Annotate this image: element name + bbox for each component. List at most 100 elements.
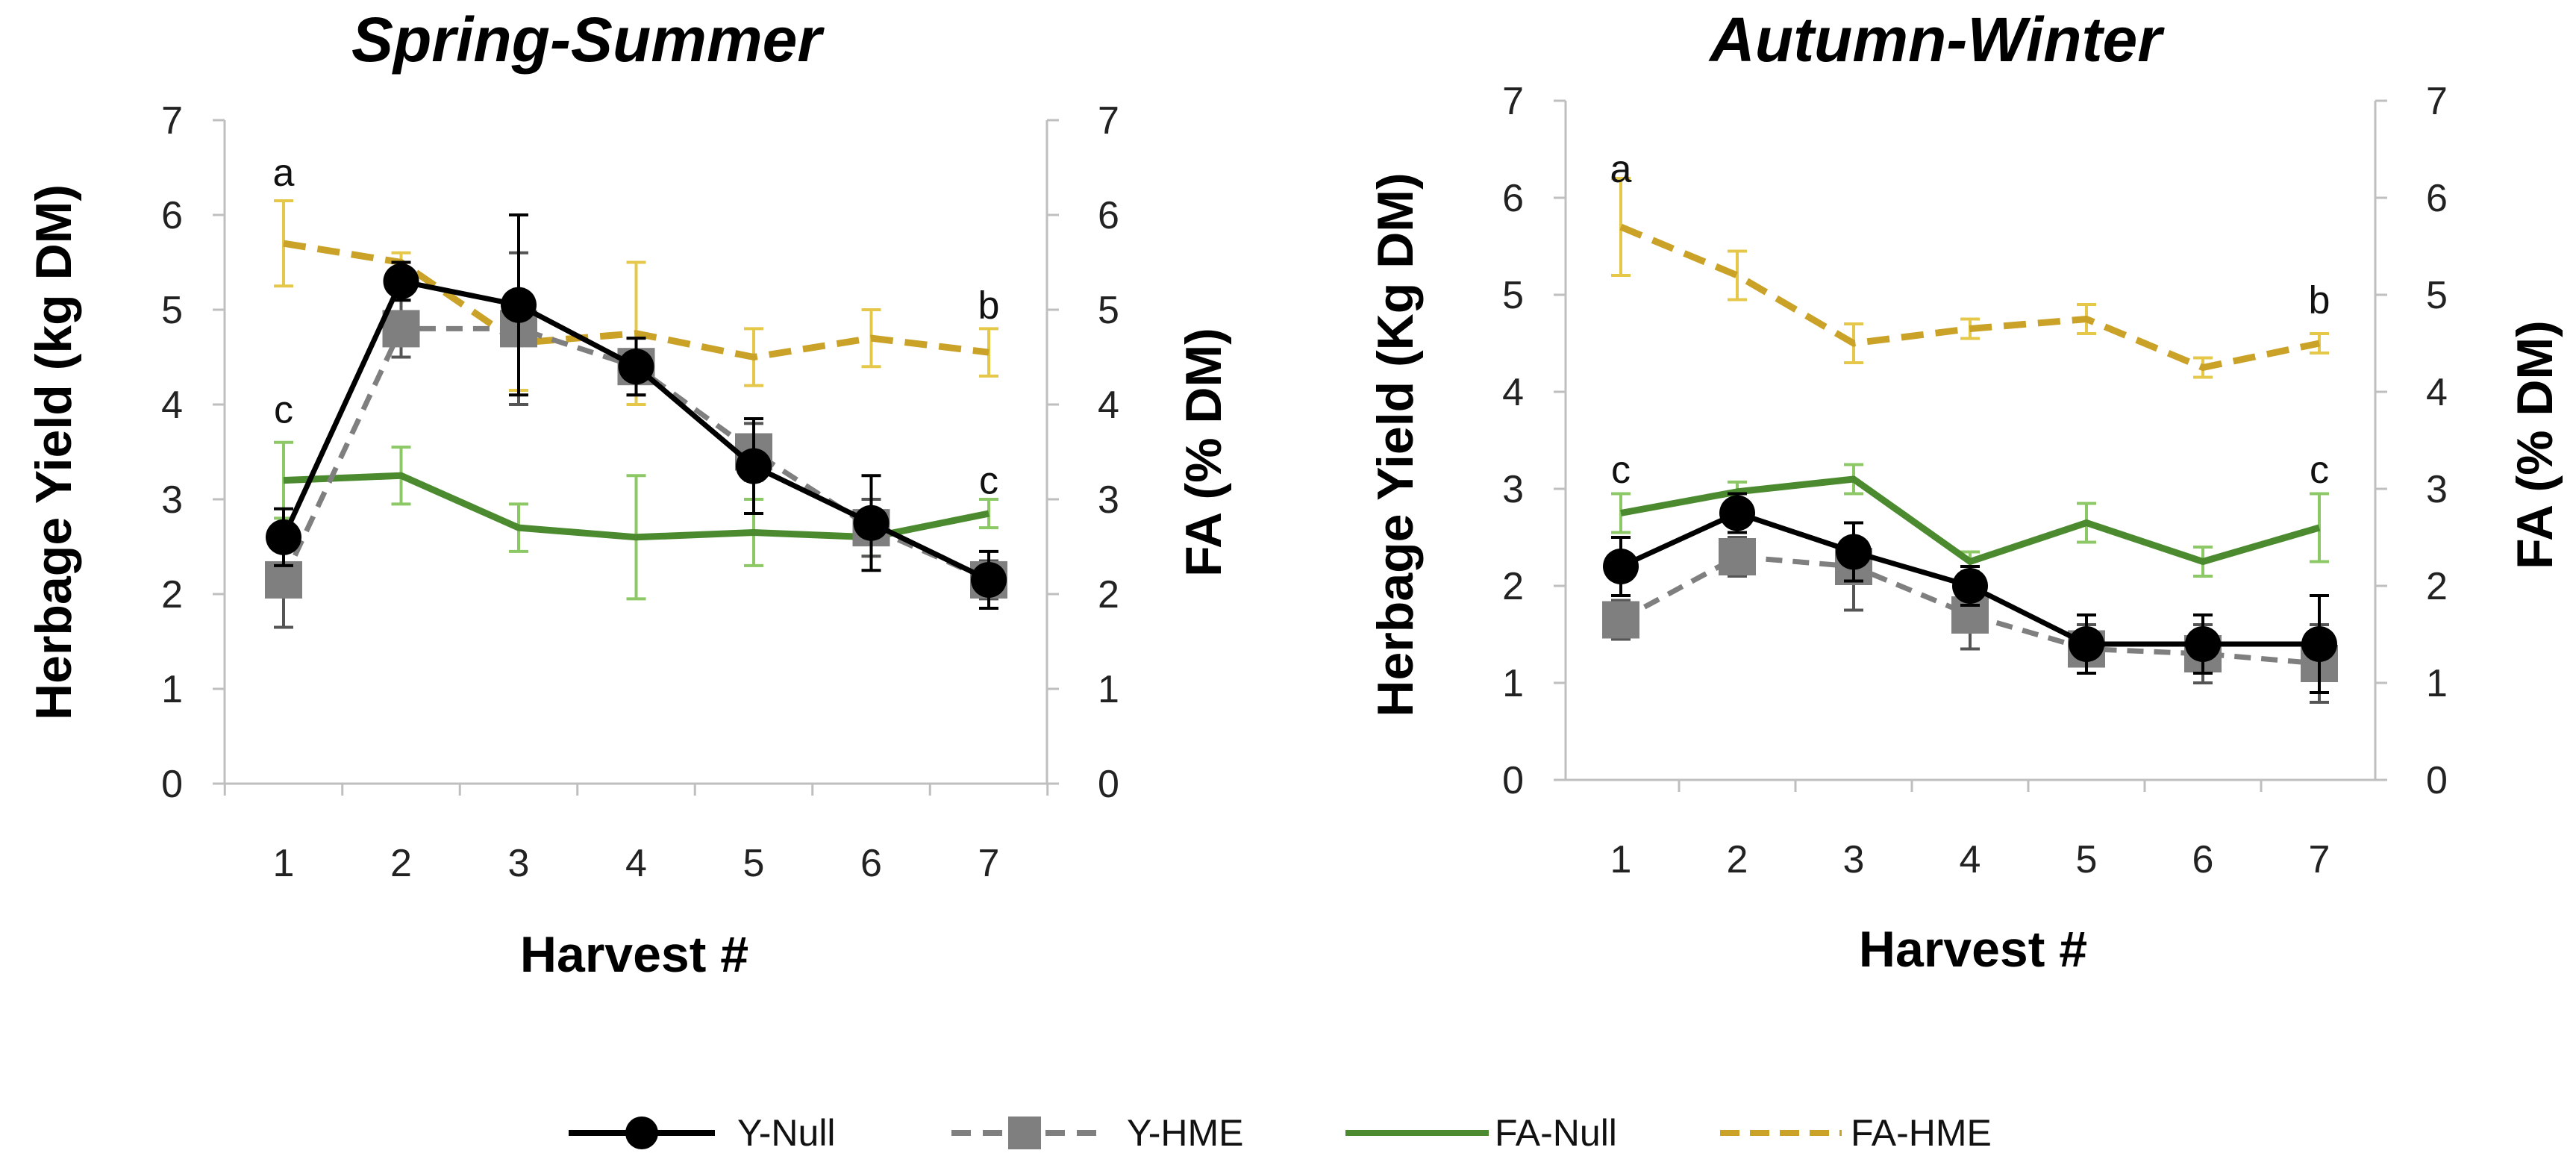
- y2-tick-label: 0: [1098, 763, 1119, 806]
- chart-title: Spring-Summer: [351, 4, 825, 75]
- y-tick-label: 5: [161, 289, 183, 332]
- series-line: [1619, 223, 2320, 371]
- chart-autumn-winter: Autumn-Winter Herbage Yield (Kg DM) FA (…: [1367, 4, 2563, 978]
- y2-tick-label: 6: [2426, 177, 2448, 220]
- y-tick-label: 0: [1502, 759, 1524, 802]
- y-axis-title: Herbage Yield (kg DM): [25, 184, 82, 720]
- y2-tick-label: 1: [1098, 668, 1119, 711]
- legend-item-y-hme: Y-HME: [951, 1112, 1244, 1154]
- y-tick-label: 3: [161, 478, 183, 522]
- y-axis-title: Herbage Yield (Kg DM): [1367, 172, 1424, 716]
- legend-item-fa-hme: FA-HME: [1720, 1112, 1992, 1154]
- data-point: [2069, 626, 2104, 662]
- x-tick-label: 5: [2076, 838, 2098, 881]
- data-point: [853, 505, 890, 541]
- x-tick-label: 1: [1610, 838, 1632, 881]
- data-point: [618, 349, 654, 385]
- y-tick-label: 1: [1502, 662, 1524, 705]
- y2-tick-label: 3: [2426, 468, 2448, 511]
- x-axis-title: Harvest #: [520, 926, 748, 983]
- x-tick-label: 6: [2192, 838, 2214, 881]
- x-tick-label: 7: [978, 842, 1000, 885]
- y2-tick-label: 0: [2426, 759, 2448, 802]
- data-point: [1719, 538, 1756, 575]
- data-point: [1719, 495, 1755, 531]
- series-line: [1620, 475, 2321, 565]
- legend-item-y-null: Y-Null: [569, 1112, 836, 1154]
- y2-tick-label: 3: [1098, 478, 1119, 522]
- data-point: [2301, 626, 2337, 662]
- significance-letter: c: [1611, 449, 1631, 492]
- significance-letter: a: [1610, 148, 1632, 191]
- data-point: [1603, 549, 1639, 584]
- legend-label-fa-hme: FA-HME: [1851, 1112, 1992, 1154]
- legend-label-y-hme: Y-HME: [1127, 1112, 1244, 1154]
- data-point: [382, 310, 420, 348]
- y-tick-label: 2: [1502, 565, 1524, 608]
- significance-letter: b: [2309, 279, 2330, 322]
- y-tick-label: 1: [161, 668, 183, 711]
- x-tick-label: 4: [625, 842, 647, 885]
- y-tick-label: 2: [161, 573, 183, 616]
- x-axis-title: Harvest #: [1859, 921, 2087, 978]
- y2-tick-label: 5: [1098, 289, 1119, 332]
- series-y-null: [266, 213, 1007, 610]
- data-point: [265, 560, 302, 599]
- y2-tick-label: 4: [2426, 371, 2448, 414]
- y-tick-label: 4: [161, 384, 183, 427]
- legend-label-fa-null: FA-Null: [1495, 1112, 1617, 1154]
- significance-letter: a: [273, 152, 295, 195]
- y2-tick-label: 7: [1098, 99, 1119, 143]
- data-point: [1952, 568, 1988, 604]
- y2-tick-label: 7: [2426, 80, 2448, 123]
- y2-tick-label: 2: [1098, 573, 1119, 616]
- data-point: [266, 519, 301, 555]
- y2-tick-label: 4: [1098, 384, 1119, 427]
- legend-marker-y-hme: [1008, 1117, 1041, 1149]
- x-tick-label: 6: [860, 842, 882, 885]
- series-fa-null: [1611, 463, 2329, 578]
- series-y-null: [1603, 492, 2337, 694]
- data-point: [383, 263, 419, 299]
- data-point: [736, 448, 772, 484]
- significance-letter: b: [978, 284, 1000, 328]
- legend-marker-y-null: [625, 1117, 658, 1149]
- x-tick-label: 3: [1843, 838, 1865, 881]
- y2-tick-label: 6: [1098, 194, 1119, 237]
- y-tick-label: 4: [1502, 371, 1524, 414]
- y-tick-label: 6: [161, 194, 183, 237]
- y-tick-label: 5: [1502, 274, 1524, 317]
- y2-tick-label: 2: [2426, 565, 2448, 608]
- y-tick-label: 7: [1502, 80, 1524, 123]
- x-tick-label: 2: [390, 842, 412, 885]
- chart-title: Autumn-Winter: [1708, 4, 2165, 75]
- data-point: [1602, 601, 1639, 639]
- data-point: [1836, 534, 1872, 570]
- y-tick-label: 0: [161, 763, 183, 806]
- data-point: [501, 287, 537, 323]
- x-tick-label: 4: [1960, 838, 1981, 881]
- series-fa-hme: [1611, 177, 2329, 379]
- data-point: [971, 561, 1007, 598]
- x-tick-label: 1: [273, 842, 295, 885]
- y-tick-label: 6: [1502, 177, 1524, 220]
- legend-item-fa-null: FA-Null: [1345, 1112, 1617, 1154]
- x-tick-label: 5: [743, 842, 765, 885]
- y-tick-label: 7: [161, 99, 183, 143]
- y2-tick-label: 5: [2426, 274, 2448, 317]
- x-tick-label: 3: [508, 842, 530, 885]
- x-tick-label: 2: [1727, 838, 1748, 881]
- y-tick-label: 3: [1502, 468, 1524, 511]
- legend: Y-Null Y-HME FA-Null FA-HME: [569, 1112, 1992, 1154]
- significance-letter: c: [274, 388, 293, 431]
- y2-axis-title: FA (% DM): [1175, 328, 1232, 577]
- data-point: [2185, 626, 2221, 662]
- chart-spring-summer: Spring-Summer Herbage Yield (kg DM) FA (…: [25, 4, 1232, 983]
- significance-letter: c: [2310, 449, 2329, 492]
- legend-label-y-null: Y-Null: [737, 1112, 836, 1154]
- significance-letter: c: [979, 460, 998, 503]
- x-tick-label: 7: [2309, 838, 2330, 881]
- y2-tick-label: 1: [2426, 662, 2448, 705]
